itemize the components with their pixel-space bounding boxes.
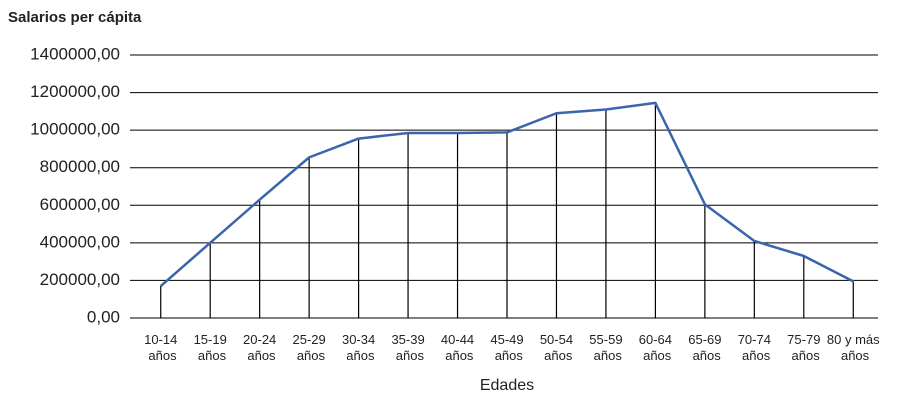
y-tick-label: 200000,00 [40, 270, 120, 289]
y-tick-label: 1200000,00 [30, 82, 120, 101]
x-tick-label: 80 y más años [827, 332, 880, 363]
x-tick-label: 30-34 años [342, 332, 375, 363]
data-line [159, 101, 854, 288]
x-tick-label: 50-54 años [540, 332, 573, 363]
x-tick-label: 60-64 años [639, 332, 672, 363]
x-axis-title: Edades [480, 377, 534, 394]
y-tick-label: 600000,00 [40, 195, 120, 214]
y-tick-label: 1000000,00 [30, 120, 120, 139]
x-tick-label: 25-29 años [293, 332, 326, 363]
x-tick-label: 45-49 años [490, 332, 523, 363]
y-tick-label: 800000,00 [40, 157, 120, 176]
y-tick-label: 400000,00 [40, 232, 120, 251]
y-tick-label: 0,00 [87, 307, 120, 326]
x-tick-label: 10-14 años [144, 332, 177, 363]
x-tick-label: 35-39 años [391, 332, 424, 363]
x-tick-label: 40-44 años [441, 332, 474, 363]
x-tick-label: 15-19 años [194, 332, 227, 363]
x-tick-label: 65-69 años [688, 332, 721, 363]
x-tick-label: 75-79 años [787, 332, 820, 363]
y-tick-label: 1400000,00 [30, 44, 120, 63]
chart-title: Salarios per cápita [8, 9, 142, 26]
x-tick-label: 55-59 años [589, 332, 622, 363]
x-tick-label: 70-74 años [738, 332, 771, 363]
x-tick-label: 20-24 años [243, 332, 276, 363]
